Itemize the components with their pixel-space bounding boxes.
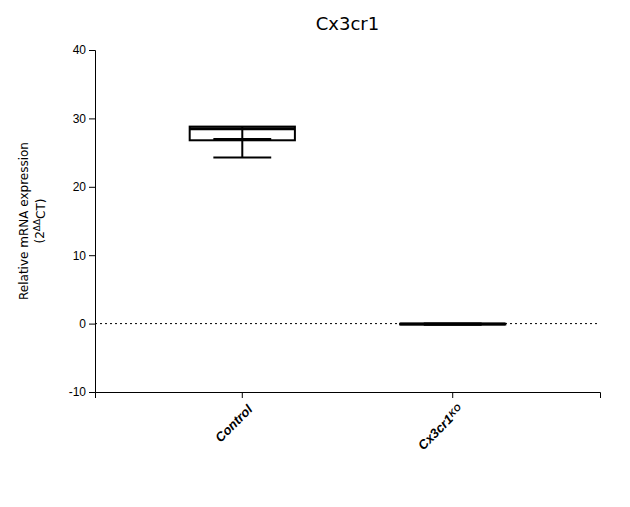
y-tick-label: -10 — [69, 385, 87, 399]
x-axis-line — [96, 393, 601, 399]
plot: -10 0 10 20 30 40 Control Cx3cr1ᴷᴼ — [69, 43, 601, 452]
y-tick-label: 10 — [73, 249, 87, 263]
marks — [95, 127, 600, 325]
y-tick: 10 — [73, 249, 95, 263]
median — [400, 322, 505, 325]
title: Cx3cr1 — [316, 13, 379, 34]
x-tick-mark — [452, 392, 453, 398]
median — [190, 127, 295, 130]
y-tick-mark — [89, 187, 95, 188]
y-tick-mark — [89, 324, 95, 325]
x-tick-label: Control — [212, 402, 256, 446]
y-tick-mark — [89, 255, 95, 256]
x-tick: Control — [212, 392, 256, 445]
y-axis: -10 0 10 20 30 40 — [69, 43, 96, 399]
y-tick: 40 — [73, 43, 95, 57]
y-tick: -10 — [69, 385, 95, 399]
y-tick-label: 0 — [79, 317, 86, 331]
y-tick-label: 20 — [73, 180, 87, 194]
y-axis-line — [89, 51, 96, 393]
x-tick-mark — [242, 392, 243, 398]
box-group — [190, 127, 295, 158]
y-tick: 30 — [73, 112, 95, 126]
x-tick-label: Cx3cr1ᴷᴼ — [415, 401, 467, 453]
whisker-cap — [213, 138, 271, 140]
y-axis-label: Relative mRNA expression(2ΔΔCT) — [17, 142, 48, 300]
y-tick-mark — [89, 50, 95, 51]
x-axis: Control Cx3cr1ᴷᴼ — [96, 392, 601, 453]
y-tick-mark — [89, 118, 95, 119]
x-tick: Cx3cr1ᴷᴼ — [415, 392, 467, 453]
box-group — [400, 323, 505, 324]
box — [190, 127, 295, 141]
whisker-cap — [213, 156, 271, 158]
y-tick-label: 40 — [73, 43, 87, 57]
y-tick: 0 — [79, 317, 95, 331]
y-tick: 20 — [73, 180, 95, 194]
reference-line — [95, 323, 600, 324]
y-tick-label: 30 — [73, 112, 87, 126]
y-tick-mark — [89, 392, 95, 393]
chart: -10 0 10 20 30 40 Control Cx3cr1ᴷᴼ Cx3cr1 Relativ… — [0, 0, 630, 507]
whisker — [241, 140, 243, 157]
box — [400, 323, 505, 326]
